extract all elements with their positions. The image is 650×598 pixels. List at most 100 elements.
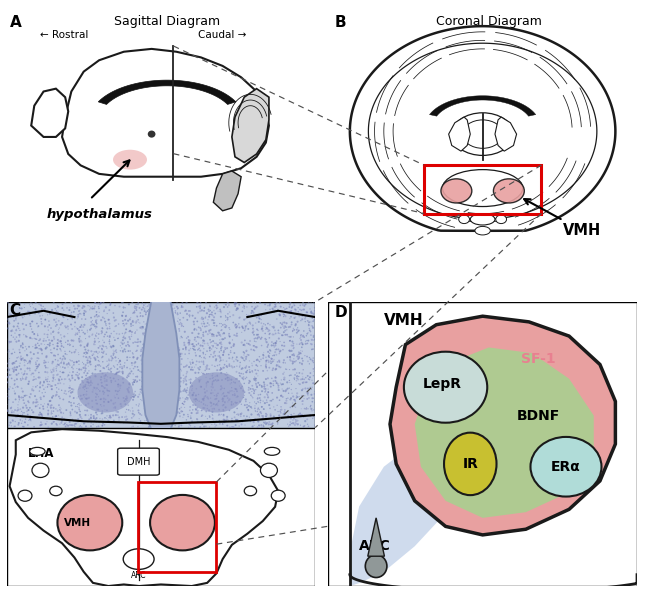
Point: [29, 372, 39, 382]
Point: [288, 324, 298, 333]
Point: [302, 307, 313, 317]
Point: [6, 374, 17, 383]
Point: [71, 416, 81, 425]
Point: [20, 346, 30, 355]
Point: [246, 402, 256, 412]
Point: [236, 399, 246, 409]
Point: [212, 331, 222, 340]
Ellipse shape: [404, 352, 488, 423]
Point: [189, 362, 200, 372]
Point: [123, 346, 133, 356]
Point: [177, 333, 187, 343]
Point: [13, 405, 23, 414]
Point: [192, 417, 203, 427]
Point: [15, 304, 25, 313]
Point: [13, 382, 23, 392]
Point: [79, 390, 89, 399]
Point: [237, 338, 247, 347]
Point: [156, 326, 166, 335]
Point: [238, 375, 248, 385]
Point: [133, 300, 143, 309]
Point: [277, 331, 287, 340]
Point: [92, 422, 102, 432]
Point: [150, 314, 161, 324]
Point: [243, 405, 254, 415]
Point: [233, 304, 243, 313]
Point: [307, 414, 318, 423]
Point: [280, 321, 291, 331]
Point: [245, 319, 255, 329]
Point: [74, 365, 85, 374]
Point: [298, 377, 309, 387]
Point: [199, 344, 209, 353]
Point: [46, 329, 57, 339]
Point: [65, 355, 75, 365]
Point: [106, 413, 116, 422]
Point: [5, 364, 15, 374]
Point: [83, 301, 93, 310]
Point: [131, 337, 142, 347]
Point: [166, 322, 177, 332]
Point: [196, 319, 207, 328]
Point: [271, 379, 281, 388]
Point: [99, 376, 110, 386]
Point: [8, 358, 19, 367]
Point: [185, 405, 195, 415]
Point: [18, 410, 28, 420]
Point: [57, 416, 67, 425]
Point: [50, 411, 60, 421]
Point: [92, 315, 102, 325]
Point: [199, 306, 209, 316]
Point: [310, 414, 320, 424]
Point: [235, 362, 245, 372]
Point: [296, 306, 307, 315]
Point: [222, 313, 233, 322]
Point: [90, 383, 100, 393]
Point: [291, 402, 301, 412]
Point: [127, 413, 137, 423]
Point: [249, 376, 259, 385]
Point: [120, 303, 131, 313]
Point: [231, 323, 241, 332]
Point: [292, 328, 302, 337]
Point: [86, 324, 96, 333]
Point: [92, 405, 102, 414]
Point: [276, 302, 286, 312]
Point: [90, 414, 101, 424]
Point: [172, 308, 183, 318]
Point: [176, 387, 186, 396]
Point: [105, 300, 115, 310]
Point: [207, 404, 218, 414]
Point: [66, 319, 76, 329]
Point: [199, 422, 209, 431]
Point: [208, 311, 218, 321]
Point: [67, 313, 77, 323]
Point: [43, 322, 53, 332]
Point: [92, 352, 103, 361]
Point: [181, 306, 191, 315]
Point: [198, 403, 209, 413]
Point: [207, 329, 217, 339]
Point: [36, 420, 46, 430]
Point: [146, 355, 156, 364]
Point: [170, 343, 181, 352]
Point: [39, 358, 49, 368]
Point: [272, 419, 283, 429]
Point: [296, 359, 307, 368]
Point: [261, 335, 272, 344]
Point: [206, 389, 216, 398]
Point: [216, 368, 226, 378]
Point: [111, 346, 121, 356]
Point: [257, 322, 268, 331]
Point: [93, 405, 103, 414]
Point: [181, 380, 191, 389]
Point: [224, 395, 234, 405]
Point: [55, 359, 65, 368]
Point: [111, 368, 122, 378]
Point: [167, 328, 177, 338]
Point: [154, 420, 164, 430]
Point: [83, 353, 93, 363]
Point: [19, 391, 29, 401]
Point: [207, 315, 218, 325]
Point: [99, 371, 109, 381]
